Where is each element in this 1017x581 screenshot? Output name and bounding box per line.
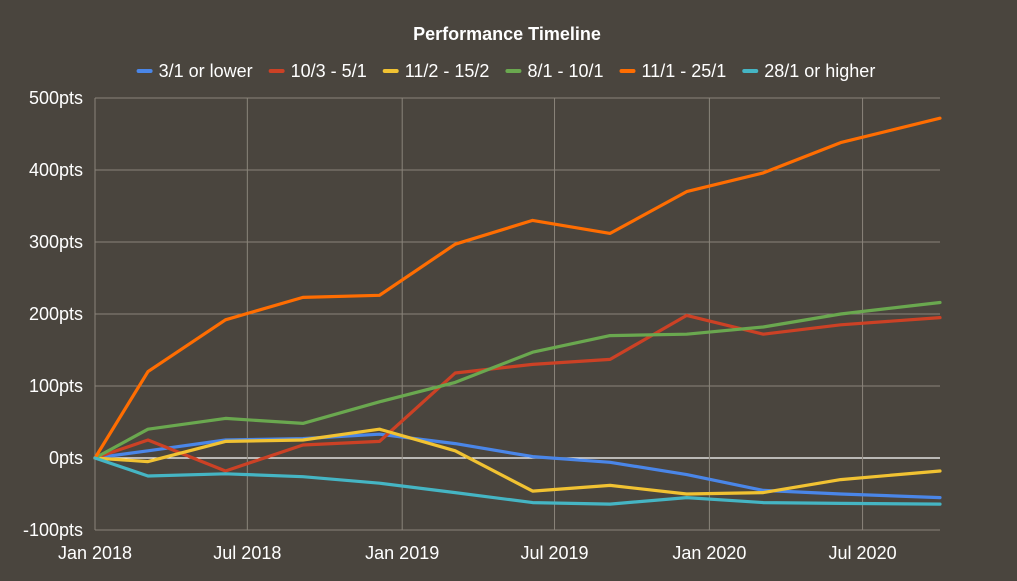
series-line-3 bbox=[93, 427, 942, 496]
y-tick-label: 500pts bbox=[29, 88, 83, 108]
legend-label: 3/1 or lower bbox=[159, 61, 253, 81]
x-axis: Jan 2018 Jul 2018 Jan 2019 Jul 2019 Jan 2020… bbox=[58, 543, 897, 563]
series-line-6 bbox=[93, 456, 942, 506]
legend-item: 11/1 - 25/1 bbox=[619, 61, 727, 81]
legend-item: 11/2 - 15/2 bbox=[382, 61, 490, 81]
y-tick-label: 400pts bbox=[29, 160, 83, 180]
series-line-5 bbox=[93, 116, 942, 460]
x-tick-label: Jul 2020 bbox=[829, 543, 897, 563]
legend-label: 28/1 or higher bbox=[764, 61, 875, 81]
legend-label: 10/3 - 5/1 bbox=[291, 61, 367, 81]
x-tick-label: Jul 2019 bbox=[521, 543, 589, 563]
legend-item: 28/1 or higher bbox=[742, 61, 875, 81]
y-tick-label: 200pts bbox=[29, 304, 83, 324]
y-tick-label: -100pts bbox=[23, 520, 83, 540]
chart-title: Performance Timeline bbox=[413, 24, 601, 44]
legend-label: 11/2 - 15/2 bbox=[405, 61, 490, 81]
x-tick-label: Jan 2020 bbox=[672, 543, 746, 563]
y-axis: 500pts 400pts 300pts 200pts 100pts 0pts -100pt… bbox=[23, 88, 83, 540]
y-tick-label: 100pts bbox=[29, 376, 83, 396]
legend-item: 10/3 - 5/1 bbox=[268, 61, 367, 81]
series-lines bbox=[93, 116, 942, 506]
legend: 3/1 or lower 10/3 - 5/1 11/2 - 15/2 8/1 - 1… bbox=[136, 61, 875, 81]
x-tick-label: Jan 2018 bbox=[58, 543, 132, 563]
legend-item: 8/1 - 10/1 bbox=[505, 61, 604, 81]
y-tick-label: 300pts bbox=[29, 232, 83, 252]
grid bbox=[94, 97, 940, 531]
x-tick-label: Jul 2018 bbox=[213, 543, 281, 563]
y-tick-label: 0pts bbox=[49, 448, 83, 468]
legend-label: 11/1 - 25/1 bbox=[642, 61, 727, 81]
series-line-2 bbox=[93, 313, 942, 473]
legend-item: 3/1 or lower bbox=[136, 61, 253, 81]
legend-label: 8/1 - 10/1 bbox=[527, 61, 603, 81]
x-tick-label: Jan 2019 bbox=[365, 543, 439, 563]
series-line-4 bbox=[93, 300, 942, 460]
